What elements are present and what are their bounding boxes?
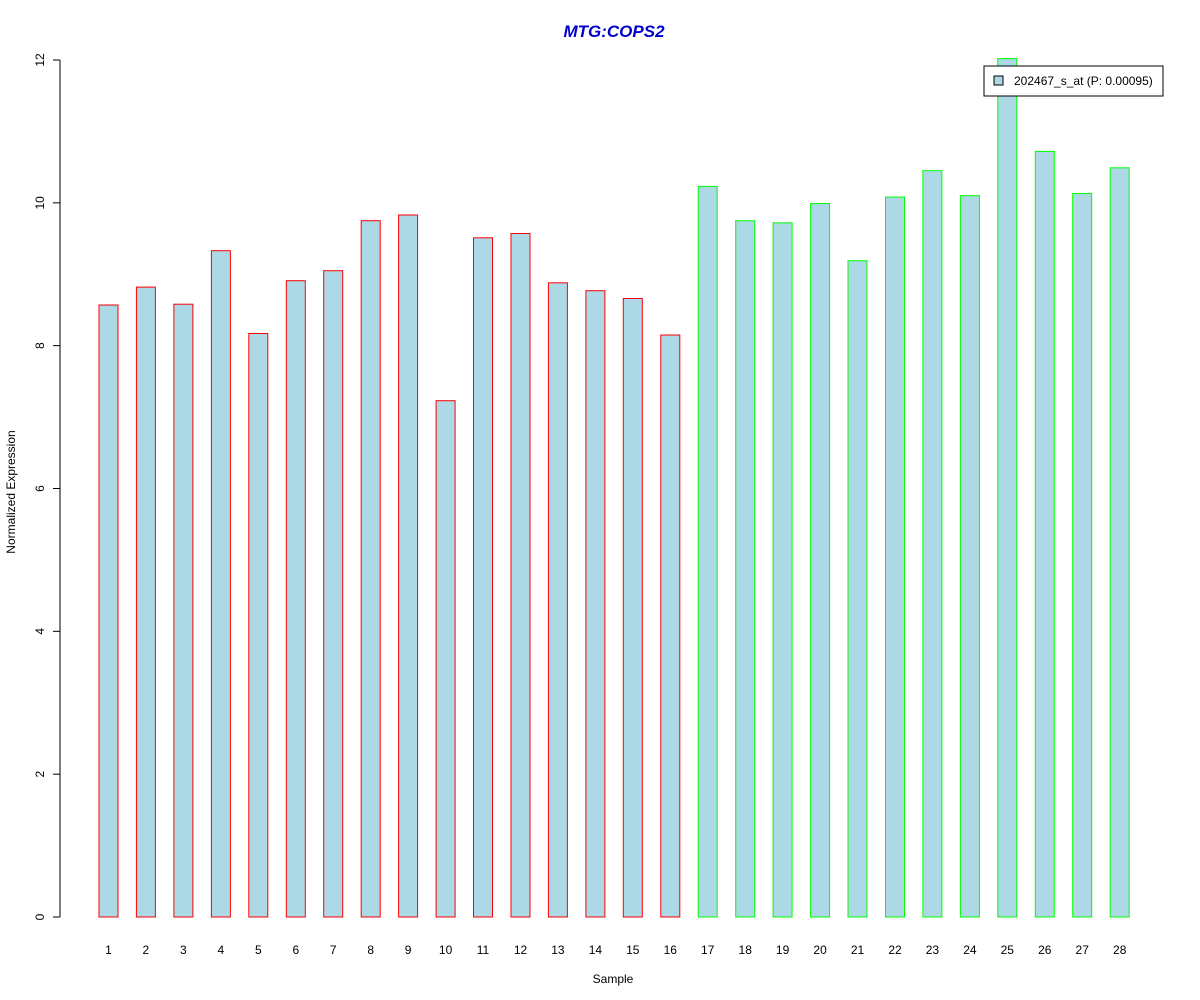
bar-sample-23 (922, 170, 943, 918)
bar-sample-22 (885, 196, 905, 918)
x-tick-label: 18 (739, 943, 753, 957)
y-tick-label: 4 (33, 628, 47, 635)
bar-sample-24 (959, 195, 980, 918)
y-tick-label: 12 (33, 53, 47, 67)
x-axis-title: Sample (593, 972, 634, 986)
bar-sample-28 (1109, 167, 1130, 918)
bar-sample-20 (810, 203, 831, 918)
x-tick-label: 9 (405, 943, 412, 957)
bar-sample-18 (735, 220, 756, 918)
bar-sample-19 (772, 222, 793, 918)
x-tick-label: 16 (664, 943, 678, 957)
x-tick-label: 3 (180, 943, 187, 957)
bar-sample-15 (622, 298, 643, 918)
x-tick-label: 2 (143, 943, 150, 957)
bar-sample-6 (285, 280, 306, 918)
x-tick-label: 24 (963, 943, 977, 957)
bar-sample-12 (510, 233, 531, 918)
x-tick-label: 20 (813, 943, 827, 957)
bar-sample-11 (473, 237, 493, 918)
x-tick-label: 11 (477, 943, 490, 957)
y-tick-label: 8 (33, 342, 47, 349)
x-tick-label: 10 (439, 943, 453, 957)
x-tick-label: 15 (626, 943, 640, 957)
bar-sample-8 (360, 220, 381, 918)
bar-sample-1 (98, 304, 119, 918)
legend-label: 202467_s_at (P: 0.00095) (1014, 74, 1153, 88)
x-tick-label: 26 (1038, 943, 1052, 957)
y-tick-label: 0 (33, 913, 47, 920)
x-tick-label: 19 (776, 943, 790, 957)
x-tick-label: 23 (926, 943, 940, 957)
x-tick-label: 8 (367, 943, 374, 957)
x-tick-label: 28 (1113, 943, 1127, 957)
y-tick-label: 10 (33, 196, 47, 210)
x-tick-label: 1 (105, 943, 112, 957)
x-tick-label: 12 (514, 943, 528, 957)
bar-sample-10 (435, 400, 456, 918)
bar-sample-16 (660, 334, 681, 918)
y-tick-label: 6 (33, 485, 47, 492)
bar-sample-17 (697, 185, 718, 918)
bars-group (98, 58, 1130, 918)
x-tick-label: 4 (218, 943, 225, 957)
x-tick-label: 5 (255, 943, 262, 957)
y-axis-title: Normalized Expression (4, 430, 18, 553)
x-tick-label: 17 (701, 943, 715, 957)
x-tick-labels: 1 2 3 4 5 6 7 8 9 10 11 12 13 14 15 16 17 18 19 20 21 22 23 24 2… (105, 943, 1127, 957)
chart-title: MTG:COPS2 (563, 22, 665, 41)
legend-swatch (993, 75, 1004, 86)
x-tick-label: 7 (330, 943, 337, 957)
bar-sample-4 (210, 250, 231, 918)
bar-sample-21 (847, 260, 868, 918)
bar-sample-26 (1034, 150, 1055, 918)
x-tick-label: 25 (1001, 943, 1015, 957)
bar-sample-14 (585, 290, 606, 918)
bar-sample-27 (1072, 193, 1093, 918)
bar-sample-25 (997, 58, 1018, 918)
y-axis: 0 2 4 6 8 10 12 (33, 53, 61, 920)
bar-sample-7 (323, 270, 344, 918)
legend: 202467_s_at (P: 0.00095) (983, 65, 1164, 97)
bar-sample-9 (398, 214, 419, 918)
bar-sample-2 (135, 286, 156, 918)
legend-box (983, 65, 1164, 97)
y-tick-label: 2 (33, 771, 47, 778)
x-tick-label: 13 (551, 943, 565, 957)
x-tick-label: 14 (589, 943, 603, 957)
x-tick-label: 21 (851, 943, 865, 957)
bar-sample-13 (547, 282, 568, 918)
x-tick-label: 6 (292, 943, 299, 957)
bar-sample-5 (248, 333, 269, 918)
bar-sample-3 (173, 303, 194, 918)
x-tick-label: 27 (1076, 943, 1090, 957)
x-tick-label: 22 (888, 943, 902, 957)
